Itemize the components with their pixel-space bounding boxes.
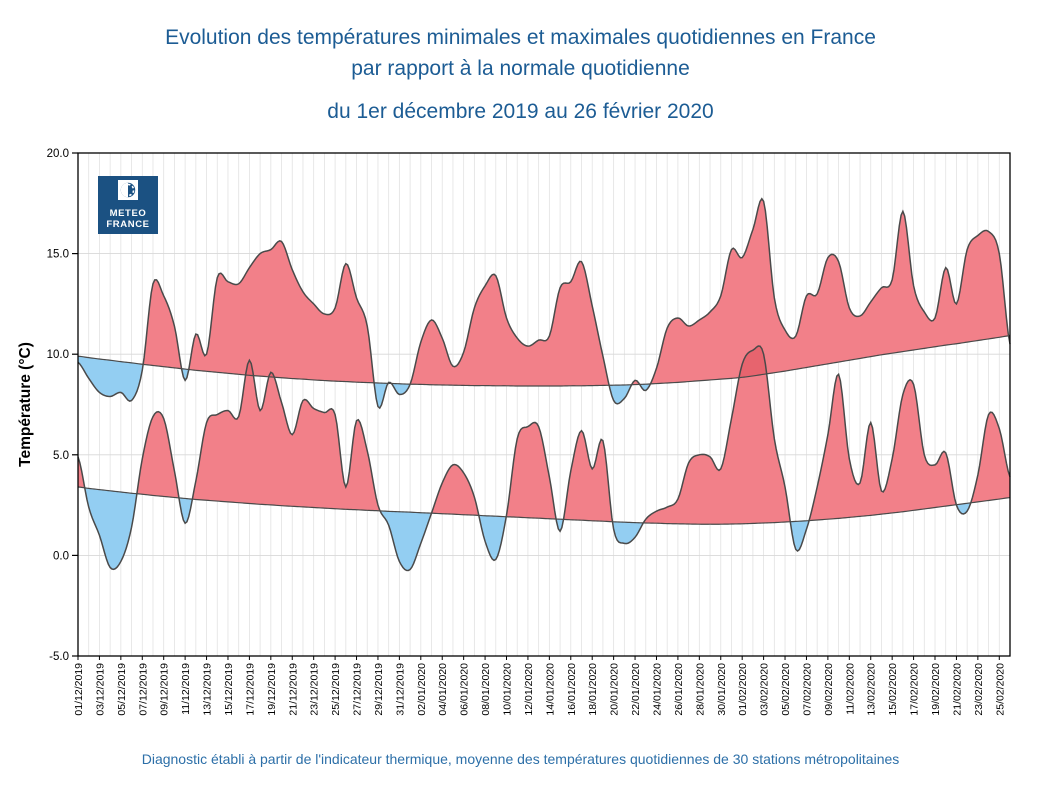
svg-text:05/12/2019: 05/12/2019 [116, 663, 128, 716]
svg-text:04/01/2020: 04/01/2020 [437, 663, 449, 716]
svg-text:10/01/2020: 10/01/2020 [502, 663, 514, 716]
svg-text:19/02/2020: 19/02/2020 [930, 663, 942, 716]
svg-text:13/12/2019: 13/12/2019 [202, 663, 214, 716]
svg-text:12/01/2020: 12/01/2020 [523, 663, 535, 716]
logo-text-meteo: METEO [109, 208, 147, 219]
svg-text:15/12/2019: 15/12/2019 [223, 663, 235, 716]
svg-text:05/02/2020: 05/02/2020 [780, 663, 792, 716]
svg-text:16/01/2020: 16/01/2020 [566, 663, 578, 716]
svg-text:11/02/2020: 11/02/2020 [844, 663, 856, 715]
svg-text:28/01/2020: 28/01/2020 [694, 663, 706, 716]
svg-text:13/02/2020: 13/02/2020 [866, 663, 878, 716]
svg-text:22/01/2020: 22/01/2020 [630, 663, 642, 716]
svg-text:09/02/2020: 09/02/2020 [823, 663, 835, 716]
svg-text:18/01/2020: 18/01/2020 [587, 663, 599, 716]
svg-text:10.0: 10.0 [47, 349, 69, 361]
svg-text:07/02/2020: 07/02/2020 [801, 663, 813, 716]
svg-text:06/01/2020: 06/01/2020 [459, 663, 471, 716]
svg-text:19/12/2019: 19/12/2019 [266, 663, 278, 716]
svg-text:03/02/2020: 03/02/2020 [759, 663, 771, 716]
min-temperature-curve [77, 345, 1011, 572]
normal-max-curve [77, 335, 1011, 387]
chart-header: Evolution des températures minimales et … [0, 22, 1041, 124]
chart-title-line1: Evolution des températures minimales et … [165, 26, 876, 49]
svg-text:30/01/2020: 30/01/2020 [716, 663, 728, 716]
y-axis: 20.0 15.0 10.0 5.0 0.0 -5.0 Température (°C) [17, 148, 78, 663]
svg-text:14/01/2020: 14/01/2020 [544, 663, 556, 716]
svg-text:23/12/2019: 23/12/2019 [309, 663, 321, 716]
svg-text:01/12/2019: 01/12/2019 [73, 663, 85, 716]
chart-footnote: Diagnostic établi à partir de l'indicate… [141, 751, 900, 767]
x-axis: 01/12/2019 03/12/2019 05/12/2019 07/12/2019… [73, 656, 1006, 716]
svg-text:24/01/2020: 24/01/2020 [651, 663, 663, 716]
max-temperature-curve [77, 197, 1011, 410]
min-temperature-band [78, 346, 1010, 571]
svg-text:17/12/2019: 17/12/2019 [244, 663, 256, 716]
svg-text:21/02/2020: 21/02/2020 [951, 663, 963, 716]
svg-text:07/12/2019: 07/12/2019 [137, 663, 149, 716]
svg-text:25/02/2020: 25/02/2020 [994, 663, 1006, 716]
plot-frame [77, 152, 1011, 657]
chart-title-line2: par rapport à la normale quotidienne [351, 57, 690, 80]
band-overlap [245, 346, 767, 378]
svg-text:-5.0: -5.0 [49, 651, 69, 663]
chart-subtitle-dates: du 1er décembre 2019 au 26 février 2020 [327, 100, 714, 123]
meteo-france-logo: METEO FRANCE [98, 176, 158, 234]
svg-text:02/01/2020: 02/01/2020 [416, 663, 428, 716]
svg-text:26/01/2020: 26/01/2020 [673, 663, 685, 716]
svg-text:29/12/2019: 29/12/2019 [373, 663, 385, 716]
logo-text-france: FRANCE [106, 219, 150, 230]
y-axis-title: Température (°C) [17, 342, 34, 467]
svg-text:03/12/2019: 03/12/2019 [94, 663, 106, 716]
curves [77, 197, 1011, 572]
normal-min-curve [77, 486, 1011, 525]
svg-text:17/02/2020: 17/02/2020 [909, 663, 921, 716]
svg-text:15/02/2020: 15/02/2020 [887, 663, 899, 716]
svg-text:20/01/2020: 20/01/2020 [609, 663, 621, 716]
svg-text:20.0: 20.0 [47, 148, 69, 160]
meteo-france-icon [118, 180, 138, 205]
svg-text:15.0: 15.0 [47, 249, 69, 261]
svg-text:25/12/2019: 25/12/2019 [330, 663, 342, 716]
svg-text:21/12/2019: 21/12/2019 [287, 663, 299, 716]
svg-text:5.0: 5.0 [53, 450, 69, 462]
svg-text:09/12/2019: 09/12/2019 [159, 663, 171, 716]
grid [78, 153, 1010, 656]
svg-text:31/12/2019: 31/12/2019 [394, 663, 406, 716]
svg-text:27/12/2019: 27/12/2019 [352, 663, 364, 716]
svg-text:01/02/2020: 01/02/2020 [737, 663, 749, 716]
svg-text:0.0: 0.0 [53, 550, 69, 562]
svg-text:11/12/2019: 11/12/2019 [180, 663, 192, 715]
svg-text:08/01/2020: 08/01/2020 [480, 663, 492, 716]
svg-text:23/02/2020: 23/02/2020 [973, 663, 985, 716]
